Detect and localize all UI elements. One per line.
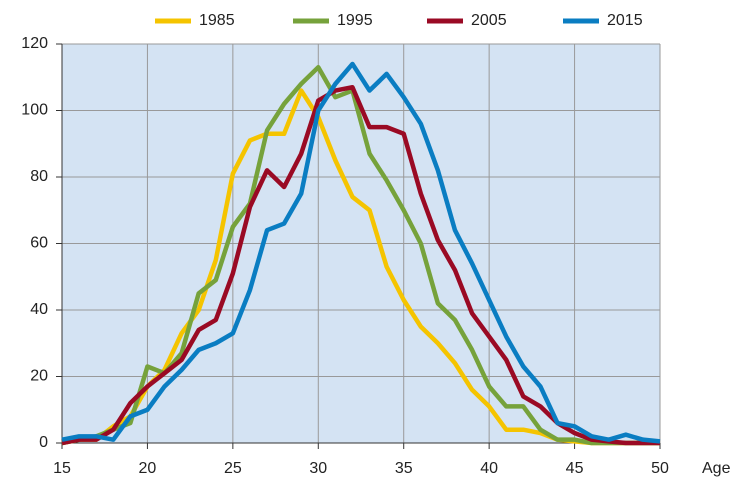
data-line — [61, 65, 660, 446]
x-tick-label: 40 — [480, 460, 498, 477]
x-tick-label: 35 — [395, 460, 413, 477]
y-tick-label: 0 — [39, 434, 48, 451]
legend-label: 2015 — [607, 12, 643, 29]
y-tick-label: 120 — [21, 35, 48, 52]
x-tick-label: 15 — [53, 460, 71, 477]
legend-label: 2005 — [471, 12, 507, 29]
x-axis-label: Age — [702, 460, 731, 477]
legend-label: 1985 — [199, 12, 235, 29]
x-tick-label: 20 — [139, 460, 157, 477]
x-tick-label: 30 — [309, 460, 327, 477]
legend-label: 1995 — [337, 12, 373, 29]
y-tick-label: 100 — [21, 102, 48, 119]
y-tick-label: 60 — [30, 235, 48, 252]
data-line — [61, 61, 661, 444]
x-tick-label: 50 — [651, 460, 669, 477]
x-tick-label: 45 — [566, 460, 584, 477]
y-tick-label: 80 — [30, 168, 48, 185]
y-tick-label: 40 — [30, 301, 48, 318]
x-tick-label: 25 — [224, 460, 242, 477]
y-tick-label: 20 — [30, 368, 48, 385]
